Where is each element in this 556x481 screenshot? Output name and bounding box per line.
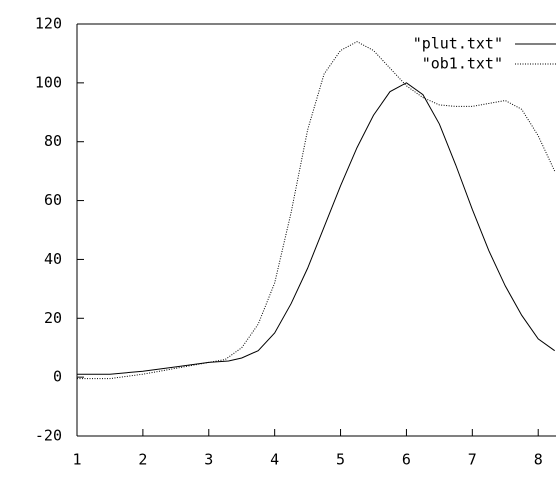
y-tick-label: 100 — [35, 73, 62, 91]
legend-label: "plut.txt" — [413, 35, 503, 53]
x-tick-label: 7 — [468, 451, 477, 469]
y-tick-label: -20 — [35, 427, 62, 445]
y-tick-label: 60 — [44, 191, 62, 209]
y-tick-label: 0 — [53, 368, 62, 386]
y-tick-label: 20 — [44, 309, 62, 327]
x-tick-label: 6 — [402, 451, 411, 469]
line-series — [77, 41, 556, 380]
y-tick-label: 40 — [44, 250, 62, 268]
y-tick-label: 80 — [44, 132, 62, 150]
y-tick-label: 120 — [35, 15, 62, 33]
legend-label: "ob1.txt" — [422, 55, 503, 73]
x-tick-label: 3 — [204, 451, 213, 469]
line-series — [77, 82, 555, 375]
plot-area — [77, 41, 556, 380]
x-tick-label: 4 — [270, 451, 279, 469]
x-tick-label: 2 — [138, 451, 147, 469]
x-tick-label: 1 — [72, 451, 81, 469]
x-tick-label: 8 — [534, 451, 543, 469]
x-tick-label: 5 — [336, 451, 345, 469]
